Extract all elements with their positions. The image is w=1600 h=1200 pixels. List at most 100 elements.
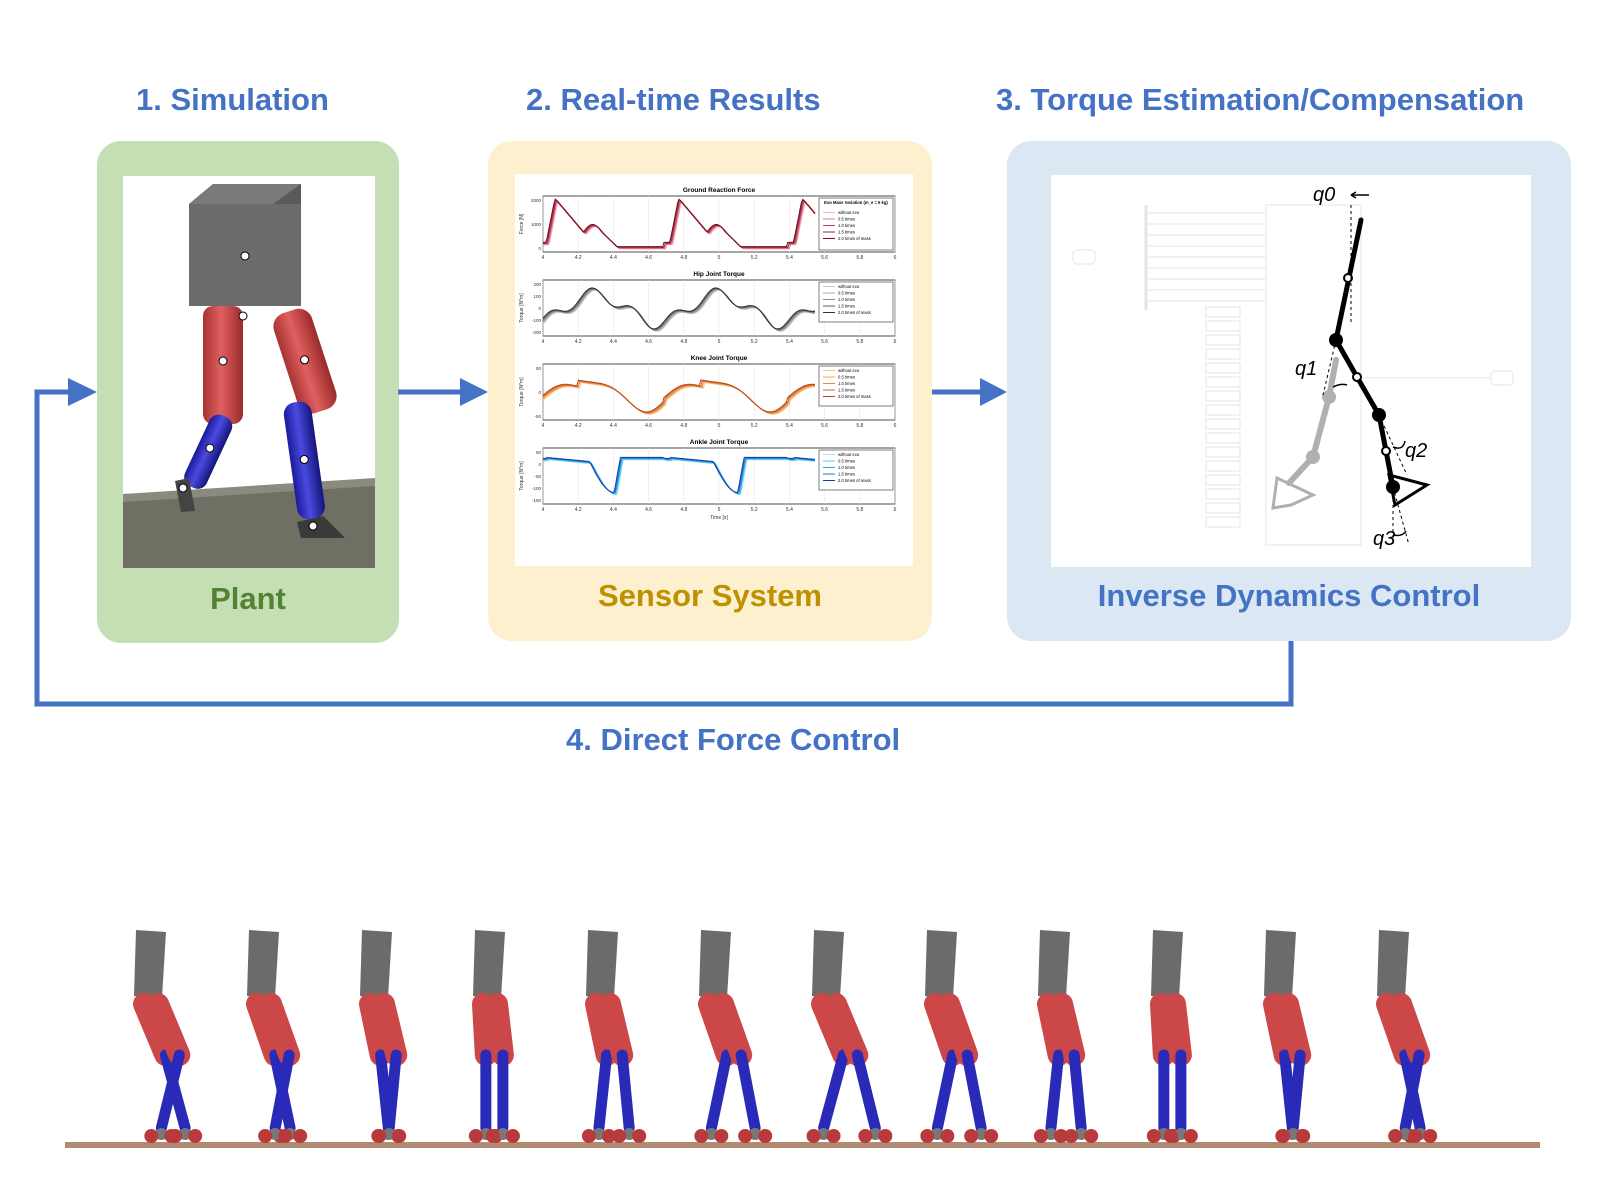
chart-legend-entry: 1.0 times: [838, 465, 855, 470]
chart-series-line: [543, 200, 816, 250]
chart-x-tick: 5.2: [751, 255, 758, 261]
chart-x-tick: 5: [718, 339, 721, 345]
chart-x-tick: 5.2: [751, 339, 758, 345]
signal-port-block: [1205, 320, 1241, 332]
joint-label-q3: q3: [1373, 528, 1395, 550]
chart-y-tick: 0: [538, 246, 541, 251]
walking-gait-sequence: [65, 930, 1540, 1148]
chart-y-label: Torque [N*m]: [519, 293, 525, 323]
chart-legend-entry: 1.5 times: [838, 304, 855, 309]
chart-legend-entry: 1.5 times: [838, 388, 855, 393]
chart-y-tick: -100: [532, 486, 542, 491]
chart-x-tick: 4: [542, 255, 545, 261]
sensor-panel: Ground Reaction Force 4 4.2 4.4 4.6 4.8 5 5.2 5.…: [488, 141, 932, 641]
chart-x-tick: 5.6: [821, 339, 828, 345]
results-figure: Ground Reaction Force 4 4.2 4.4 4.6 4.8 5 5.2 5.…: [515, 174, 913, 566]
chart-x-tick: 5.6: [821, 423, 828, 429]
step-4-title: 4. Direct Force Control: [566, 722, 901, 757]
gait-frame: [1263, 930, 1312, 1143]
chart-x-tick: 4.2: [575, 507, 582, 513]
chart-x-tick: 6: [894, 339, 897, 345]
chart-x-tick: 4.2: [575, 339, 582, 345]
chart-legend-entry: 0.5 times: [838, 375, 855, 380]
joint-label-q0: q0: [1313, 184, 1335, 206]
signal-port-block: [1205, 502, 1241, 514]
chart-legend-entry: 1.5 times: [838, 230, 855, 235]
chart-x-tick: 6: [894, 255, 897, 261]
chart-legend-entry: 0.5 times: [838, 217, 855, 222]
chart-x-tick: 5: [718, 255, 721, 261]
signal-port-block: [1205, 390, 1241, 402]
chart-y-tick: -50: [534, 474, 541, 479]
chart-y-tick: 1000: [531, 222, 542, 227]
chart-x-tick: 5: [718, 423, 721, 429]
chart-x-tick: 4.8: [680, 339, 687, 345]
chart-legend-entry: 2.0 times of mass: [838, 394, 871, 399]
gait-frame: [920, 930, 999, 1143]
step-3-title: 3. Torque Estimation/Compensation: [996, 82, 1525, 117]
chart-y-tick: 0: [538, 306, 541, 311]
chart-x-tick: 6: [894, 423, 897, 429]
chart-x-tick: 4.6: [645, 339, 652, 345]
step-1-title: 1. Simulation: [136, 82, 329, 117]
chart-x-tick: 5.2: [751, 507, 758, 513]
chart-x-tick: 5.4: [786, 339, 793, 345]
chart-legend-entry: without exo: [838, 210, 860, 215]
chart-legend-entry: 1.5 times: [838, 472, 855, 477]
chart-x-tick: 6: [894, 507, 897, 513]
chart-x-tick: 5.2: [751, 423, 758, 429]
chart-legend-entry: 2.0 times of mass: [838, 236, 871, 241]
inverse-panel: q0 q1 q2 q3 Inverse Dynamics Control: [1007, 141, 1571, 641]
signal-port-block: [1205, 446, 1241, 458]
chart-series-line: [543, 198, 816, 248]
chart-legend-entry: without exo: [838, 368, 860, 373]
plant-label: Plant: [210, 581, 286, 616]
chart-y-tick: 0: [538, 390, 541, 395]
chart-x-tick: 4.8: [680, 255, 687, 261]
signal-port-block: [1205, 376, 1241, 388]
chart-x-tick: 4.4: [610, 423, 617, 429]
chart-x-tick: 4: [542, 339, 545, 345]
signal-port-block: [1205, 362, 1241, 374]
chart-y-tick: 0: [538, 462, 541, 467]
signal-port-block: [1205, 516, 1241, 528]
chart-x-tick: 5.8: [856, 255, 863, 261]
chart-x-tick: 4: [542, 507, 545, 513]
plant-panel: Plant: [97, 141, 399, 643]
chart-x-tick: 4.8: [680, 423, 687, 429]
gait-frame: [1033, 930, 1099, 1143]
chart-y-tick: 200: [533, 282, 541, 287]
chart-legend-entry: 0.5 times: [838, 459, 855, 464]
inverse-label: Inverse Dynamics Control: [1097, 578, 1481, 613]
chart-x-label: Time [s]: [710, 515, 728, 521]
chart-x-tick: 5.4: [786, 507, 793, 513]
chart-legend-entry: 2.0 times of mass: [838, 478, 871, 483]
signal-port-block: [1205, 306, 1241, 318]
gait-frame: [581, 930, 647, 1143]
chart-y-label: Force [N]: [519, 213, 525, 234]
chart-x-tick: 5.4: [786, 423, 793, 429]
real-time-results-charts: Ground Reaction Force 4 4.2 4.4 4.6 4.8 5 5.2 5.…: [519, 187, 897, 521]
step-2-title: 2. Real-time Results: [526, 82, 821, 117]
arrow-head-feedback: [68, 378, 97, 406]
chart-legend-box: [818, 197, 894, 251]
chart-y-tick: 100: [533, 294, 541, 299]
chart-series-line: [543, 199, 816, 249]
gait-frame: [1376, 930, 1438, 1143]
gait-frame: [359, 930, 408, 1143]
chart-x-tick: 5.6: [821, 507, 828, 513]
chart-x-tick: 4.2: [575, 255, 582, 261]
chart-x-tick: 4.6: [645, 507, 652, 513]
signal-port-block: [1205, 460, 1241, 472]
chart-legend-entry: without exo: [838, 452, 860, 457]
chart-title: Hip Joint Torque: [693, 271, 745, 278]
chart-x-tick: 4.8: [680, 507, 687, 513]
arrow-head-plant-to-sensor: [460, 378, 488, 406]
signal-port-block: [1205, 432, 1241, 444]
gait-frame: [133, 930, 203, 1143]
chart-x-tick: 5.8: [856, 339, 863, 345]
chart-y-tick: -200: [532, 330, 542, 335]
chart-x-tick: 4.4: [610, 507, 617, 513]
signal-port-block: [1205, 334, 1241, 346]
sensor-label: Sensor System: [598, 578, 822, 613]
